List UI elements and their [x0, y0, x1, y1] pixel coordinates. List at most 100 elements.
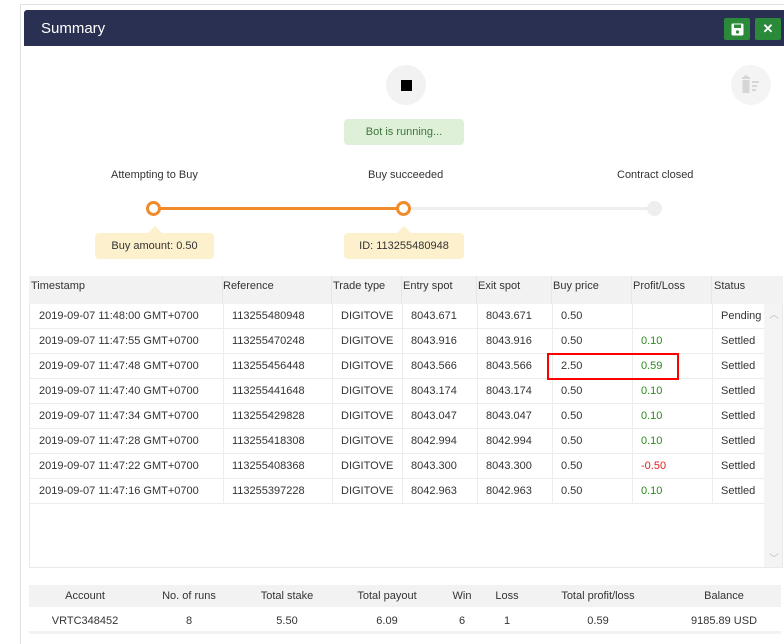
col-profit-loss: Profit/Loss — [633, 280, 685, 292]
dialog-titlebar: Summary ✕ — [24, 10, 784, 46]
buy-amount-tooltip: Buy amount: 0.50 — [95, 226, 214, 259]
stop-bot-button[interactable] — [386, 65, 426, 105]
table-row: 2019-09-07 11:47:48 GMT+0700 11325545644… — [30, 354, 764, 379]
cell-profit-loss: 0.10 — [641, 435, 663, 447]
cell-timestamp: 2019-09-07 11:47:48 GMT+0700 — [39, 360, 199, 372]
step-node-contract-closed — [647, 201, 662, 216]
col-entry-spot: Entry spot — [403, 280, 453, 292]
cell-trade-type: DIGITOVE — [341, 460, 394, 472]
cell-profit-loss: 0.10 — [641, 485, 663, 497]
cell-timestamp: 2019-09-07 11:47:40 GMT+0700 — [39, 385, 199, 397]
step-label-attempting-buy: Attempting to Buy — [111, 169, 198, 181]
cell-trade-type: DIGITOVE — [341, 360, 394, 372]
sum-balance: 9185.89 USD — [690, 615, 758, 627]
stop-icon — [400, 79, 412, 91]
cell-reference: 113255456448 — [232, 360, 305, 372]
table-row: 2019-09-07 11:47:55 GMT+0700 11325547024… — [30, 329, 764, 354]
cell-buy-price: 0.50 — [561, 310, 583, 322]
trash-list-icon — [742, 75, 759, 93]
progress-track-completed — [155, 207, 405, 210]
cell-exit-spot: 8043.671 — [486, 310, 532, 322]
table-body[interactable]: 2019-09-07 11:48:00 GMT+0700 11325548094… — [29, 304, 783, 568]
cell-reference: 113255429828 — [232, 410, 305, 422]
sum-total-stake: 5.50 — [276, 615, 298, 627]
sum-col-total-stake: Total stake — [260, 590, 314, 602]
cell-trade-type: DIGITOVE — [341, 335, 394, 347]
cell-exit-spot: 8042.994 — [486, 435, 532, 447]
cell-entry-spot: 8043.174 — [411, 385, 457, 397]
cell-status: Settled — [721, 360, 756, 372]
scroll-down-icon[interactable]: ﹀ — [769, 554, 779, 565]
summary-header: Account No. of runs Total stake Total pa… — [29, 585, 781, 607]
cell-status: Settled — [721, 335, 756, 347]
cell-profit-loss: 0.59 — [641, 360, 663, 372]
cell-trade-type: DIGITOVE — [341, 385, 394, 397]
cell-timestamp: 2019-09-07 11:48:00 GMT+0700 — [39, 310, 199, 322]
cell-exit-spot: 8042.963 — [486, 485, 532, 497]
cell-reference: 113255397228 — [232, 485, 305, 497]
cell-status: Settled — [721, 385, 756, 397]
sum-col-win: Win — [452, 590, 472, 602]
floppy-disk-icon — [731, 23, 743, 35]
sum-col-balance: Balance — [704, 590, 744, 602]
cell-profit-loss: 0.10 — [641, 335, 663, 347]
cell-buy-price: 0.50 — [561, 460, 583, 472]
table-header: Timestamp Reference Trade type Entry spo… — [29, 276, 783, 304]
table-row: 2019-09-07 11:47:40 GMT+0700 11325544164… — [30, 379, 764, 404]
sum-total-payout: 6.09 — [376, 615, 398, 627]
table-row: 2019-09-07 11:47:34 GMT+0700 11325542982… — [30, 404, 764, 429]
cell-entry-spot: 8042.994 — [411, 435, 457, 447]
close-button[interactable]: ✕ — [755, 18, 781, 40]
sum-col-loss: Loss — [495, 590, 519, 602]
close-icon: ✕ — [762, 21, 774, 36]
table-row: 2019-09-07 11:47:22 GMT+0700 11325540836… — [30, 454, 764, 479]
save-button[interactable] — [724, 18, 750, 40]
cell-entry-spot: 8042.963 — [411, 485, 457, 497]
cell-entry-spot: 8043.300 — [411, 460, 457, 472]
cell-status: Settled — [721, 435, 756, 447]
cell-profit-loss: -0.50 — [641, 460, 667, 472]
cell-status: Settled — [721, 485, 756, 497]
cell-profit-loss: 0.10 — [641, 385, 663, 397]
cell-trade-type: DIGITOVE — [341, 310, 394, 322]
col-timestamp: Timestamp — [31, 280, 85, 292]
cell-buy-price: 0.50 — [561, 435, 583, 447]
sum-col-total-payout: Total payout — [357, 590, 417, 602]
sum-col-account: Account — [65, 590, 105, 602]
cell-status: Pending — [721, 310, 762, 322]
cell-buy-price: 0.50 — [561, 485, 583, 497]
sum-loss: 1 — [503, 615, 511, 627]
cell-trade-type: DIGITOVE — [341, 410, 394, 422]
scroll-up-icon[interactable]: ︿ — [769, 310, 779, 321]
col-buy-price: Buy price — [553, 280, 599, 292]
sum-col-total-pl: Total profit/loss — [561, 590, 635, 602]
cell-reference: 113255470248 — [232, 335, 305, 347]
sum-col-runs: No. of runs — [162, 590, 216, 602]
sum-win: 6 — [458, 615, 466, 627]
table-row: 2019-09-07 11:47:16 GMT+0700 11325539722… — [30, 479, 764, 504]
cell-reference: 113255480948 — [232, 310, 305, 322]
cell-exit-spot: 8043.566 — [486, 360, 532, 372]
cell-status: Settled — [721, 410, 756, 422]
cell-buy-price: 0.50 — [561, 385, 583, 397]
sum-total-pl: 0.59 — [587, 615, 609, 627]
step-label-buy-succeeded: Buy succeeded — [368, 169, 444, 181]
col-exit-spot: Exit spot — [478, 280, 521, 292]
cell-timestamp: 2019-09-07 11:47:34 GMT+0700 — [39, 410, 199, 422]
table-scrollbar[interactable]: ︿ ﹀ — [764, 304, 782, 567]
cell-exit-spot: 8043.174 — [486, 385, 532, 397]
cell-timestamp: 2019-09-07 11:47:22 GMT+0700 — [39, 460, 199, 472]
summary-row: VRTC348452 8 5.50 6.09 6 1 0.59 9185.89 … — [29, 607, 781, 634]
cell-exit-spot: 8043.300 — [486, 460, 532, 472]
cell-entry-spot: 8043.566 — [411, 360, 457, 372]
cell-trade-type: DIGITOVE — [341, 485, 394, 497]
bot-status-badge: Bot is running... — [344, 119, 464, 145]
highlight-box — [547, 353, 679, 380]
dialog-title: Summary — [41, 20, 106, 37]
step-label-contract-closed: Contract closed — [617, 169, 694, 181]
col-status: Status — [714, 280, 746, 292]
clear-stats-button[interactable] — [731, 65, 771, 105]
cell-timestamp: 2019-09-07 11:47:16 GMT+0700 — [39, 485, 199, 497]
contract-id-tooltip: ID: 113255480948 — [344, 226, 464, 259]
progress-track-pending — [405, 207, 655, 210]
